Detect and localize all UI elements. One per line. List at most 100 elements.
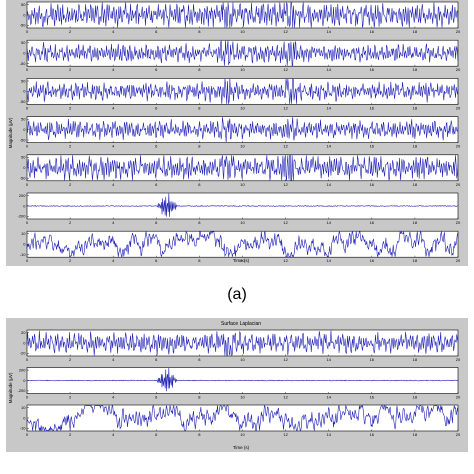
x-tick-label: 12 (283, 432, 288, 437)
x-tick-label: 18 (413, 144, 418, 149)
x-tick-label: 14 (326, 220, 331, 225)
y-tick-label: -10 (20, 426, 27, 431)
x-tick-label: 12 (283, 105, 288, 110)
x-tick-label: 14 (326, 357, 331, 362)
y-tick-label: 0 (23, 340, 26, 345)
y-tick-label: -200 (17, 388, 26, 393)
x-tick-label: 16 (370, 29, 375, 34)
signal-trace (26, 2, 459, 28)
x-tick-label: 18 (413, 395, 418, 400)
x-tick-label: 20 (456, 105, 461, 110)
y-tick-label: -50 (20, 99, 27, 104)
x-tick-label: 10 (240, 67, 245, 72)
y-tick-label: -50 (20, 23, 27, 28)
x-tick-label: 0 (26, 67, 29, 72)
x-tick-label: 0 (26, 357, 29, 362)
x-tick-label: 16 (370, 105, 375, 110)
x-tick-label: 6 (155, 357, 158, 362)
x-tick-label: 18 (413, 67, 418, 72)
y-tick-label: -10 (20, 252, 27, 257)
x-tick-label: 12 (283, 357, 288, 362)
x-tick-label: 8 (198, 105, 201, 110)
x-tick-label: 4 (112, 105, 115, 110)
x-tick-label: 4 (112, 29, 115, 34)
x-tick-label: 16 (370, 258, 375, 263)
x-tick-label: 6 (155, 182, 158, 187)
y-tick-label: 20 (21, 330, 26, 335)
x-tick-label: 16 (370, 182, 375, 187)
x-tick-label: 16 (370, 357, 375, 362)
x-tick-label: 8 (198, 357, 201, 362)
y-tick-label: 50 (21, 117, 26, 122)
y-tick-label: 0 (23, 242, 26, 247)
x-tick-label: 4 (112, 395, 115, 400)
signal-trace (26, 368, 459, 392)
figure-a-caption: (a) (227, 286, 247, 303)
signal-trace (26, 230, 459, 258)
x-tick-label: 2 (69, 220, 72, 225)
x-tick-label: 10 (240, 220, 245, 225)
x-tick-label: 4 (112, 182, 115, 187)
x-tick-label: 0 (26, 182, 29, 187)
x-tick-label: 20 (456, 357, 461, 362)
x-tick-label: 6 (155, 105, 158, 110)
x-tick-label: 20 (456, 220, 461, 225)
x-tick-label: 0 (26, 395, 29, 400)
x-tick-label: 20 (456, 258, 461, 263)
y-tick-label: -200 (17, 214, 26, 219)
x-tick-label: 14 (326, 105, 331, 110)
signal-trace (26, 330, 459, 357)
x-tick-label: 2 (69, 144, 72, 149)
x-tick-label: 10 (240, 395, 245, 400)
x-tick-label: 18 (413, 432, 418, 437)
x-tick-label: 20 (456, 432, 461, 437)
subplot-frame (26, 39, 459, 67)
x-tick-label: 0 (26, 29, 29, 34)
x-tick-label: 6 (155, 220, 158, 225)
x-tick-label: 18 (413, 182, 418, 187)
subplot-frame (26, 230, 459, 258)
x-tick-label: 6 (155, 67, 158, 72)
x-tick-label: 18 (413, 105, 418, 110)
y-tick-label: 50 (21, 40, 26, 45)
x-tick-label: 20 (456, 395, 461, 400)
x-tick-label: 8 (198, 29, 201, 34)
x-tick-label: 10 (240, 182, 245, 187)
x-tick-label: 18 (413, 29, 418, 34)
x-tick-label: 10 (240, 105, 245, 110)
x-tick-label: 8 (198, 220, 201, 225)
x-tick-label: 14 (326, 67, 331, 72)
x-tick-label: 0 (26, 258, 29, 263)
y-tick-label: 0 (23, 165, 26, 170)
x-tick-label: 8 (198, 395, 201, 400)
y-tick-label: 0 (23, 203, 26, 208)
x-tick-label: 16 (370, 144, 375, 149)
x-tick-label: 0 (26, 220, 29, 225)
x-tick-label: 18 (413, 258, 418, 263)
y-tick-label: -50 (20, 137, 27, 142)
x-tick-label: 14 (326, 182, 331, 187)
y-tick-label: -50 (20, 61, 27, 66)
figure-b-title: Surface Laplacian (221, 321, 261, 327)
x-tick-label: 6 (155, 395, 158, 400)
x-tick-label: 12 (283, 220, 288, 225)
signal-trace (26, 404, 459, 432)
x-tick-label: 4 (112, 67, 115, 72)
y-tick-label: 0 (23, 127, 26, 132)
x-tick-label: 16 (370, 395, 375, 400)
y-tick-label: 200 (19, 367, 26, 372)
y-tick-label: 50 (21, 2, 26, 7)
y-tick-label: 10 (21, 405, 26, 410)
x-tick-label: 12 (283, 29, 288, 34)
x-tick-label: 2 (69, 182, 72, 187)
